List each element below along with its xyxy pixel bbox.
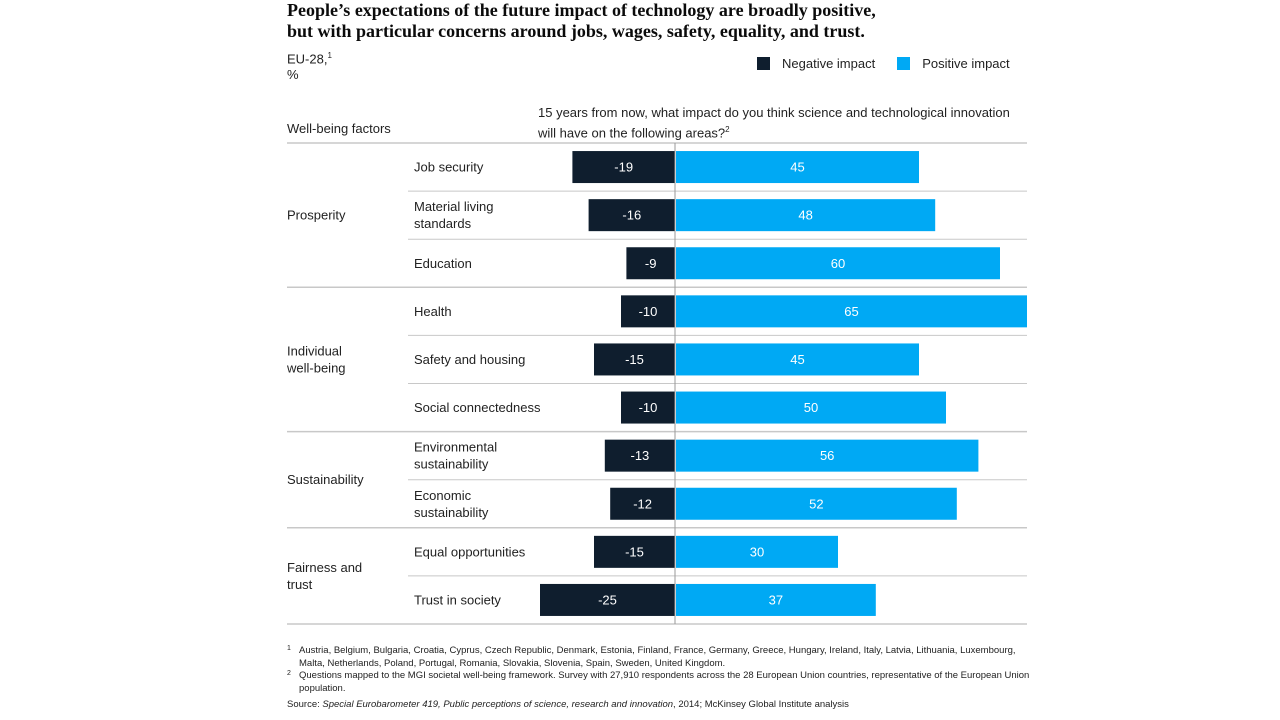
value-positive-economic-sustainability: 52 xyxy=(809,496,823,511)
footnote-1-text: Austria, Belgium, Bulgaria, Croatia, Cyp… xyxy=(299,645,1016,669)
value-negative-safety-and-housing: -15 xyxy=(625,352,644,367)
bar-positive-environmental-sustainability xyxy=(676,439,979,472)
survey-question-line-2: will have on the following areas?2 xyxy=(538,125,730,141)
legend-swatch-negative xyxy=(757,57,770,70)
source-line: Source: Special Eurobarometer 419, Publi… xyxy=(287,699,1032,712)
value-negative-equal-opportunities: -15 xyxy=(625,544,644,559)
value-positive-education: 60 xyxy=(831,256,845,271)
bar-positive-job-security xyxy=(676,151,919,184)
bar-positive-trust-in-society xyxy=(676,583,876,616)
bar-positive-education xyxy=(676,247,1000,280)
value-positive-trust-in-society: 37 xyxy=(769,592,783,607)
bar-negative-material-living-standards xyxy=(588,199,675,232)
legend-item-positive: Positive impact xyxy=(897,56,1010,71)
category-label-safety-and-housing: Safety and housing xyxy=(414,352,525,367)
category-label-economic-sustainability: Economic sustainability xyxy=(414,488,489,520)
bar-negative-social-connectedness xyxy=(621,391,675,424)
value-negative-education: -9 xyxy=(645,256,657,271)
category-label-trust-in-society: Trust in society xyxy=(414,592,501,607)
bar-negative-safety-and-housing xyxy=(594,343,675,376)
region-footnote-mark: 1 xyxy=(327,51,332,60)
value-positive-equal-opportunities: 30 xyxy=(750,544,764,559)
region-label: EU-28,1 xyxy=(287,51,332,67)
group-label-prosperity: Prosperity xyxy=(287,208,346,223)
group-label-individual-well-being: Individual well-being xyxy=(286,343,346,375)
footnotes: 1 Austria, Belgium, Bulgaria, Croatia, C… xyxy=(287,645,1032,712)
question-footnote-mark: 2 xyxy=(725,125,730,134)
bar-negative-health xyxy=(621,295,675,328)
value-negative-environmental-sustainability: -13 xyxy=(631,448,650,463)
category-label-social-connectedness: Social connectedness xyxy=(414,400,541,415)
bar-negative-equal-opportunities xyxy=(594,535,675,568)
footnote-2: 2 Questions mapped to the MGI societal w… xyxy=(287,670,1032,695)
category-label-equal-opportunities: Equal opportunities xyxy=(414,544,526,559)
bar-positive-health xyxy=(676,295,1027,328)
unit-label: % xyxy=(287,67,299,83)
value-negative-health: -10 xyxy=(639,304,658,319)
chart-canvas: Job security -19 45 Material living standard… xyxy=(286,142,1027,625)
category-label-education: Education xyxy=(414,256,472,271)
footnote-1-mark: 1 xyxy=(287,645,291,652)
footnote-1: 1 Austria, Belgium, Bulgaria, Croatia, C… xyxy=(287,645,1032,670)
chart-subtitle: EU-28,1 % xyxy=(287,48,332,83)
value-positive-health: 65 xyxy=(844,304,858,319)
source-title: Special Eurobarometer 419, Public percep… xyxy=(322,699,674,710)
footnote-2-mark: 2 xyxy=(287,670,291,677)
value-positive-job-security: 45 xyxy=(790,160,804,175)
chart-legend: Negative impact Positive impact xyxy=(757,56,1032,71)
legend-swatch-positive xyxy=(897,57,911,70)
footnote-2-text: Questions mapped to the MGI societal wel… xyxy=(299,670,1030,694)
group-label-fairness-and-trust: Fairness and trust xyxy=(287,560,362,592)
category-label-job-security: Job security xyxy=(414,160,484,175)
value-negative-trust-in-society: -25 xyxy=(598,592,617,607)
bar-positive-economic-sustainability xyxy=(676,487,957,520)
chart-title-line-2: but with particular concerns around jobs… xyxy=(287,21,865,41)
chart-title-line-1: People’s expectations of the future impa… xyxy=(287,0,876,20)
bar-negative-job-security xyxy=(572,151,675,184)
value-negative-material-living-standards: -16 xyxy=(622,208,641,223)
bar-negative-education xyxy=(626,247,675,280)
survey-question-line-1: 15 years from now, what impact do you th… xyxy=(538,105,1010,120)
chart-title: People’s expectations of the future impa… xyxy=(287,0,1047,42)
value-negative-job-security: -19 xyxy=(614,160,633,175)
bar-negative-trust-in-society xyxy=(540,583,675,616)
value-positive-safety-and-housing: 45 xyxy=(790,352,804,367)
legend-label-negative: Negative impact xyxy=(782,56,876,71)
bar-positive-safety-and-housing xyxy=(676,343,919,376)
bar-negative-economic-sustainability xyxy=(610,487,675,520)
value-negative-social-connectedness: -10 xyxy=(639,400,658,415)
bar-positive-social-connectedness xyxy=(676,391,946,424)
category-label-environmental-sustainability: Environmental sustainability xyxy=(414,440,497,472)
value-positive-environmental-sustainability: 56 xyxy=(820,448,834,463)
value-positive-material-living-standards: 48 xyxy=(798,208,812,223)
group-label-sustainability: Sustainability xyxy=(287,472,364,487)
legend-item-negative: Negative impact xyxy=(757,56,875,71)
bar-positive-material-living-standards xyxy=(676,199,936,232)
source-prefix: Source: xyxy=(287,699,323,710)
bar-negative-environmental-sustainability xyxy=(604,439,675,472)
bar-positive-equal-opportunities xyxy=(676,535,838,568)
value-negative-economic-sustainability: -12 xyxy=(633,496,652,511)
category-label-health: Health xyxy=(414,304,452,319)
category-label-material-living-standards: Material living standards xyxy=(414,199,493,231)
source-suffix: , 2014; McKinsey Global Institute analys… xyxy=(673,699,849,710)
factors-column-header: Well-being factors xyxy=(287,121,391,136)
survey-question: 15 years from now, what impact do you th… xyxy=(538,104,1038,141)
legend-label-positive: Positive impact xyxy=(922,56,1010,71)
value-positive-social-connectedness: 50 xyxy=(804,400,818,415)
